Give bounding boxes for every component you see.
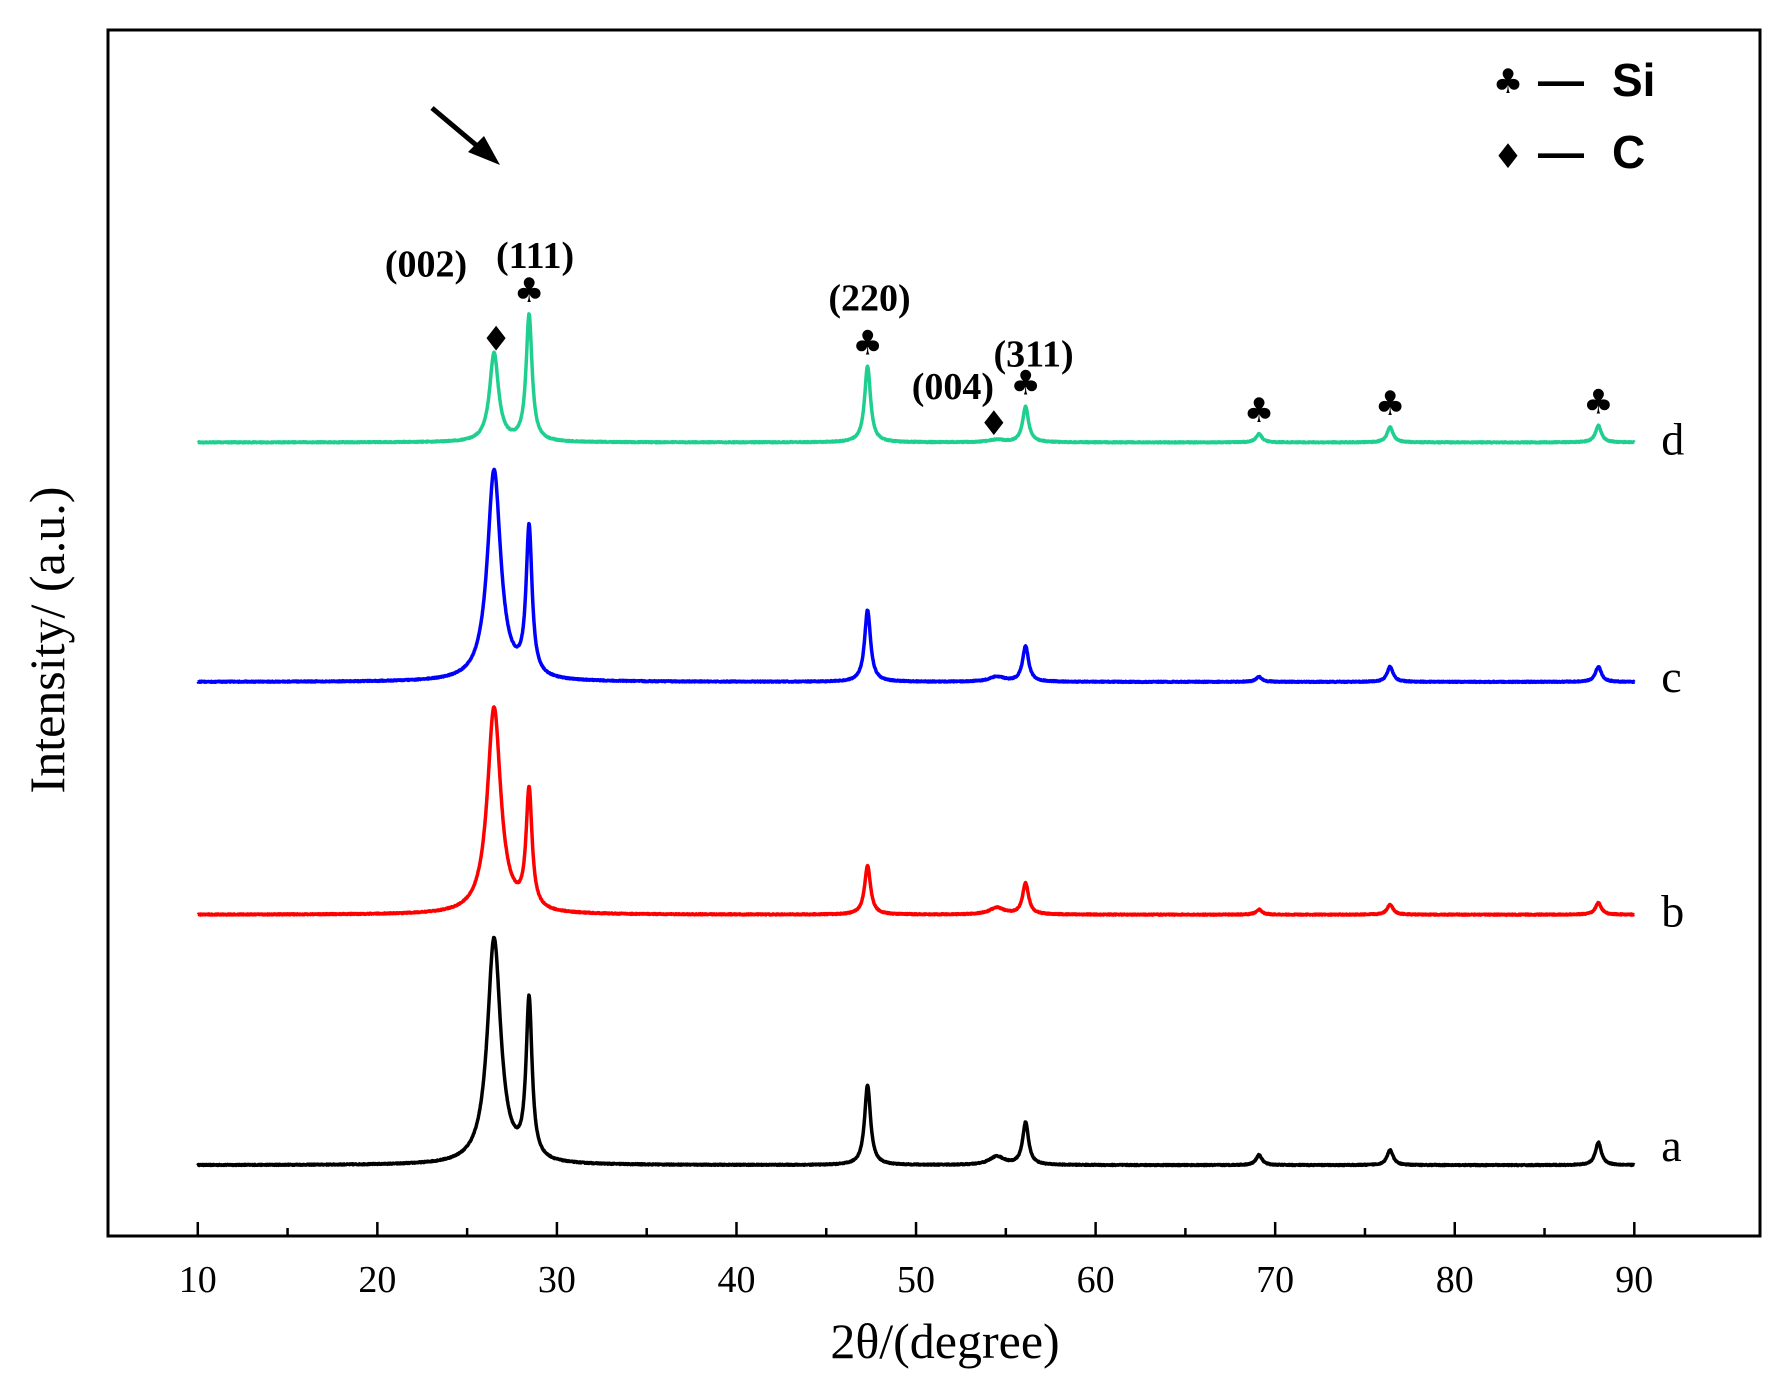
x-tick-label: 50 <box>897 1259 935 1301</box>
y-axis-title: Intensity/ (a.u.) <box>19 487 75 794</box>
legend-si-label: Si <box>1612 54 1655 106</box>
series-label-d: d <box>1661 413 1684 464</box>
x-axis-tick-labels: 10 20 30 40 50 60 70 80 90 <box>179 1259 1654 1301</box>
peak-label: (311) <box>993 334 1073 376</box>
series-label-c: c <box>1661 651 1681 702</box>
x-tick-label: 40 <box>717 1259 755 1301</box>
x-tick-label: 90 <box>1615 1259 1653 1301</box>
arrow-002 <box>430 106 500 165</box>
series-line-c <box>196 467 1636 685</box>
legend-c-label: C <box>1612 126 1645 178</box>
x-axis-ticks <box>196 1222 1636 1236</box>
x-tick-label: 70 <box>1256 1259 1294 1301</box>
si-marker: ♣ <box>1244 391 1274 431</box>
series-label-b: b <box>1661 886 1684 937</box>
si-marker: ♣ <box>1010 364 1040 404</box>
legend-c-icon: ♦ <box>1493 137 1523 177</box>
peak-label: (111) <box>496 235 574 277</box>
peak-label: (004) <box>912 366 994 408</box>
phase-markers: ♦♣♣♦♣♣ ♣ ♣ <box>481 271 1614 444</box>
si-marker: ♣ <box>514 271 544 311</box>
x-axis-title: 2θ/(degree) <box>830 1313 1059 1369</box>
x-tick-label: 10 <box>179 1259 217 1301</box>
c-marker: ♦ <box>481 320 511 360</box>
legend: ♣ — Si ♦ — C <box>1493 54 1656 178</box>
peak-label: (002) <box>385 244 467 286</box>
si-marker: ♣ <box>852 323 882 363</box>
si-marker: ♣ <box>1375 384 1405 424</box>
peak-labels: (002) (111) (220) (004)(311) <box>385 235 1074 408</box>
series-line-a <box>196 935 1636 1168</box>
c-marker: ♦ <box>979 404 1009 444</box>
legend-c-dash: — <box>1538 126 1584 178</box>
plot-frame <box>106 28 1762 1238</box>
peak-label: (220) <box>828 277 910 319</box>
legend-si-dash: — <box>1538 54 1584 106</box>
x-tick-label: 60 <box>1077 1259 1115 1301</box>
series-labels: a b c d <box>1661 413 1684 1171</box>
si-marker: ♣ <box>1583 383 1613 423</box>
x-tick-label: 30 <box>538 1259 576 1301</box>
x-tick-label: 20 <box>358 1259 396 1301</box>
legend-si-icon: ♣ <box>1493 62 1523 102</box>
series-label-a: a <box>1661 1120 1681 1171</box>
x-tick-label: 80 <box>1436 1259 1474 1301</box>
series-line-d <box>196 312 1636 445</box>
series-line-b <box>196 705 1636 917</box>
series-lines <box>196 312 1636 1168</box>
